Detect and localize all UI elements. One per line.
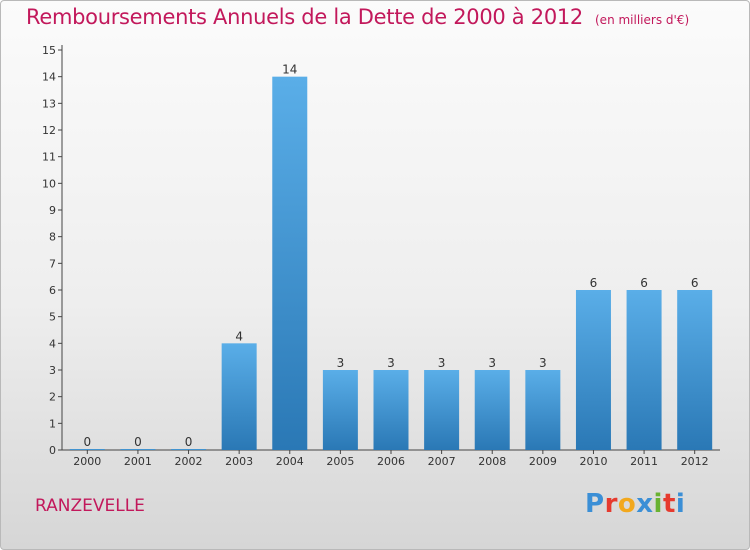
logo-letter: x — [636, 489, 654, 519]
y-tick-label: 3 — [49, 364, 56, 377]
data-label: 3 — [438, 356, 446, 370]
y-tick-label: 12 — [42, 124, 56, 137]
data-label: 14 — [282, 63, 297, 77]
proxiti-logo: Proxiti — [585, 489, 685, 519]
logo-letter: i — [675, 489, 686, 519]
logo-letter: P — [585, 489, 605, 519]
y-tick-label: 5 — [49, 311, 56, 324]
data-label: 0 — [185, 435, 193, 449]
data-label: 3 — [539, 356, 547, 370]
x-tick-label: 2001 — [124, 455, 152, 468]
bar — [474, 370, 510, 450]
x-tick-label: 2000 — [73, 455, 101, 468]
x-tick-label: 2008 — [478, 455, 506, 468]
bar — [525, 370, 561, 450]
y-tick-label: 13 — [42, 97, 56, 110]
x-tick-label: 2004 — [276, 455, 304, 468]
y-tick-label: 8 — [49, 231, 56, 244]
y-tick-label: 15 — [42, 44, 56, 57]
x-tick-label: 2005 — [326, 455, 354, 468]
data-label: 3 — [387, 356, 395, 370]
commune-name: RANZEVELLE — [35, 496, 145, 516]
y-tick-label: 2 — [49, 391, 56, 404]
data-label: 4 — [235, 329, 243, 343]
bar — [322, 370, 358, 450]
bar — [575, 290, 611, 450]
data-label: 6 — [590, 276, 598, 290]
bar — [272, 76, 308, 451]
title-text: Remboursements Annuels de la Dette de 20… — [26, 5, 583, 29]
bar — [626, 290, 662, 450]
x-tick-label: 2007 — [428, 455, 456, 468]
y-tick-label: 6 — [49, 284, 56, 297]
y-tick-label: 1 — [49, 417, 56, 430]
logo-letter: i — [653, 489, 663, 519]
data-label: 6 — [691, 276, 699, 290]
bar — [677, 290, 713, 450]
data-label: 0 — [83, 435, 91, 449]
y-tick-label: 14 — [42, 71, 56, 84]
y-tick-label: 4 — [49, 337, 56, 350]
logo-letter: o — [617, 489, 637, 519]
data-label: 3 — [337, 356, 345, 370]
y-tick-label: 0 — [49, 444, 56, 457]
logo-letter: r — [604, 489, 618, 519]
x-tick-label: 2012 — [681, 455, 709, 468]
title-unit: (en milliers d'€) — [595, 13, 690, 27]
x-tick-label: 2011 — [630, 455, 658, 468]
chart-title: Remboursements Annuels de la Dette de 20… — [26, 5, 689, 29]
x-tick-label: 2003 — [225, 455, 253, 468]
logo-letter: t — [662, 489, 676, 519]
y-tick-label: 9 — [49, 204, 56, 217]
x-tick-label: 2010 — [579, 455, 607, 468]
data-label: 3 — [488, 356, 496, 370]
bar — [171, 449, 207, 450]
data-label: 0 — [134, 435, 142, 449]
y-tick-label: 7 — [49, 257, 56, 270]
data-label: 6 — [640, 276, 648, 290]
bar — [373, 370, 409, 450]
x-tick-label: 2009 — [529, 455, 557, 468]
bar — [424, 370, 460, 450]
y-tick-label: 11 — [42, 151, 56, 164]
bar — [221, 343, 257, 450]
bar — [69, 449, 105, 450]
bar — [120, 449, 156, 450]
x-tick-label: 2002 — [175, 455, 203, 468]
y-tick-label: 10 — [42, 177, 56, 190]
x-tick-label: 2006 — [377, 455, 405, 468]
